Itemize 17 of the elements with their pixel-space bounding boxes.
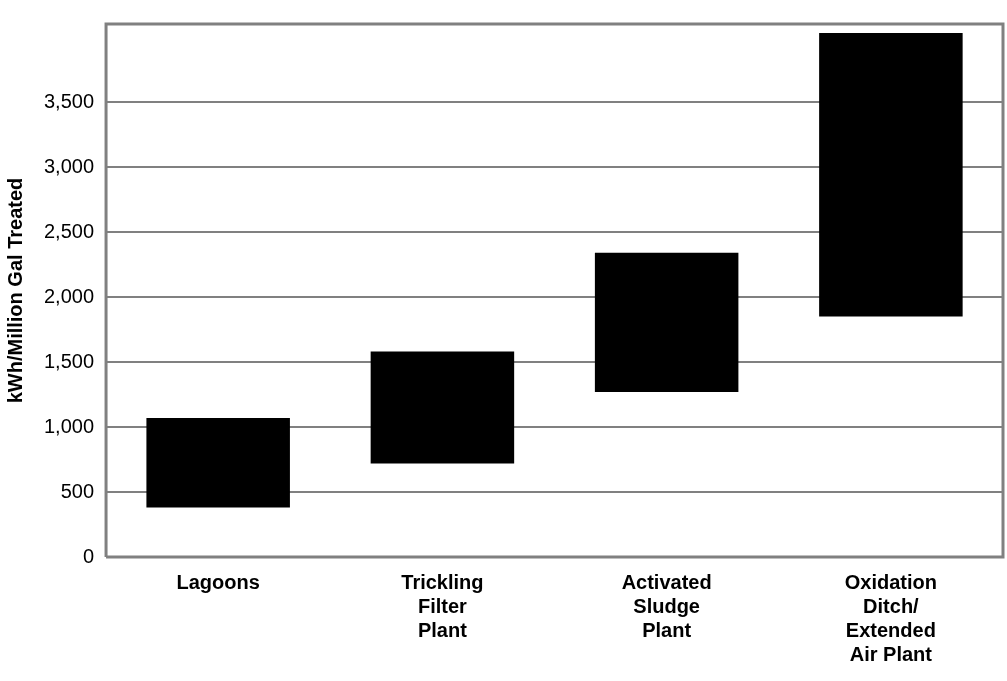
y-tick-label: 2,000 [43, 284, 95, 307]
y-tick-label: 1,500 [43, 349, 95, 372]
bar [370, 351, 515, 464]
bar [594, 252, 739, 392]
bar [146, 417, 290, 508]
y-tick-label: 2,500 [43, 219, 95, 242]
y-tick-label: 1,000 [43, 414, 95, 437]
x-tick-label: Trickling Filter Plant [401, 570, 484, 641]
y-axis-title: kWh/Million Gal Treated [3, 177, 26, 404]
x-tick-label: Activated Sludge Plant [621, 570, 712, 641]
bar [819, 33, 963, 317]
y-tick-label: 3,000 [43, 154, 95, 177]
y-tick-label: 500 [60, 479, 95, 502]
x-tick-label: Lagoons [176, 570, 260, 593]
y-tick-label: 0 [82, 544, 95, 567]
y-tick-label: 3,500 [43, 89, 95, 112]
x-tick-label: Oxidation Ditch/ Extended Air Plant [844, 570, 937, 665]
